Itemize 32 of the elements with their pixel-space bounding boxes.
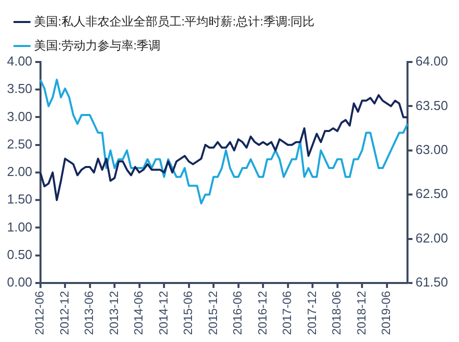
y-tick-label: 1.00 <box>6 219 32 234</box>
x-tick-label: 2018-12 <box>354 290 368 336</box>
y2-tick-label: 64.00 <box>415 54 448 69</box>
y-tick-label: 0.00 <box>6 274 32 290</box>
x-tick-label: 2018-06 <box>330 290 344 336</box>
x-tick-label: 2017-06 <box>280 290 294 336</box>
y-tick-label: 0.50 <box>6 246 32 262</box>
y-tick-label: 2.00 <box>6 164 32 180</box>
y-tick-label: 1.50 <box>6 192 32 207</box>
y-tick-label: 4.00 <box>6 54 32 69</box>
x-tick-label: 2013-12 <box>106 290 121 336</box>
x-tick-label: 2017-12 <box>304 290 319 336</box>
legend-label: 美国:劳动力参与率:季调 <box>34 38 161 52</box>
y-tick-label: 2.50 <box>6 136 32 152</box>
x-tick-label: 2014-12 <box>156 290 170 336</box>
x-tick-label: 2015-06 <box>181 290 196 336</box>
y2-tick-label: 61.50 <box>415 274 448 290</box>
y2-tick-label: 63.50 <box>415 98 448 113</box>
y2-tick-label: 62.50 <box>415 186 448 202</box>
x-tick-label: 2014-06 <box>132 290 146 336</box>
legend-label: 美国:私人非农企业全部员工:平均时薪:总计:季调:同比 <box>34 14 315 28</box>
y2-tick-label: 63.00 <box>415 142 448 157</box>
y-tick-label: 3.50 <box>6 81 32 96</box>
x-tick-label: 2012-12 <box>57 290 72 336</box>
x-tick-label: 2016-12 <box>255 290 270 336</box>
x-tick-label: 2019-06 <box>379 290 394 336</box>
y-tick-label: 3.00 <box>6 108 32 124</box>
x-tick-label: 2013-06 <box>82 290 96 336</box>
y2-tick-label: 62.00 <box>415 230 448 246</box>
x-tick-label: 2015-12 <box>206 290 220 336</box>
x-tick-label: 2016-06 <box>230 290 245 336</box>
x-tick-label: 2012-06 <box>32 290 47 336</box>
